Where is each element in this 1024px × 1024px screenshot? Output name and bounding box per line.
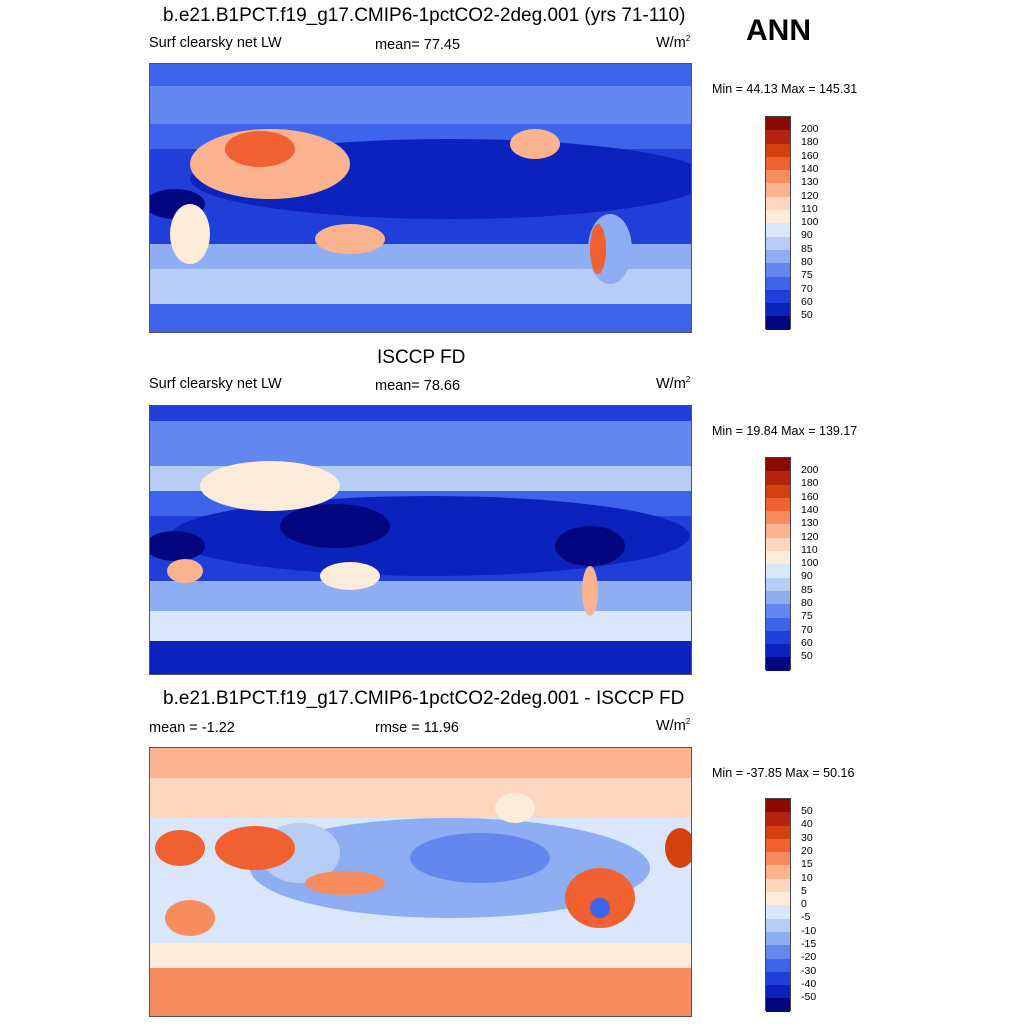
panel2-map-field bbox=[150, 406, 691, 674]
panel3-colorbar-label: -20 bbox=[801, 951, 817, 963]
panel2-colorbar-label: 70 bbox=[801, 624, 813, 636]
panel3-colorbar-label: -30 bbox=[801, 965, 817, 977]
panel1-variable-label: Surf clearsky net LW bbox=[149, 35, 282, 51]
panel1-mean: mean= 77.45 bbox=[375, 37, 461, 53]
panel1-colorbar-label: 110 bbox=[801, 203, 818, 215]
panel1-colorbar-label: 160 bbox=[801, 150, 819, 162]
panel3-colorbar-label: 30 bbox=[801, 832, 813, 844]
panel1-unit: W/m2 bbox=[656, 34, 691, 51]
panel3-map-field bbox=[150, 748, 691, 1016]
panel2-colorbar-label: 90 bbox=[801, 570, 813, 582]
panel3-colorbar-label: 15 bbox=[801, 858, 813, 870]
panel1-colorbar-label: 90 bbox=[801, 229, 813, 241]
panel2-colorbar-label: 75 bbox=[801, 610, 813, 622]
panel3-colorbar-label: -40 bbox=[801, 978, 817, 990]
panel3-map bbox=[149, 747, 692, 1017]
panel1-colorbar-label: 60 bbox=[801, 296, 813, 308]
panel3-rmse: rmse = 11.96 bbox=[375, 720, 459, 736]
panel1-colorbar-label: 70 bbox=[801, 283, 813, 295]
panel1-colorbar bbox=[765, 116, 791, 330]
panel3-colorbar bbox=[765, 798, 791, 1012]
panel2-colorbar bbox=[765, 457, 791, 671]
panel3-colorbar-label: 5 bbox=[801, 885, 807, 897]
panel1-colorbar-label: 140 bbox=[801, 163, 819, 175]
panel3-colorbar-label: 10 bbox=[801, 872, 813, 884]
panel2-variable-label: Surf clearsky net LW bbox=[149, 376, 282, 392]
panel1-colorbar-label: 120 bbox=[801, 190, 819, 202]
panel2-colorbar-label: 140 bbox=[801, 504, 819, 516]
panel2-colorbar-label: 50 bbox=[801, 650, 813, 662]
panel3-colorbar-label: 20 bbox=[801, 845, 813, 857]
panel1-minmax: Min = 44.13 Max = 145.31 bbox=[712, 82, 858, 96]
panel2-unit: W/m2 bbox=[656, 375, 691, 392]
panel1-colorbar-label: 180 bbox=[801, 136, 819, 148]
panel2-colorbar-label: 160 bbox=[801, 491, 819, 503]
panel3-mean: mean = -1.22 bbox=[149, 720, 235, 736]
panel3-unit: W/m2 bbox=[656, 717, 691, 734]
panel2-title: ISCCP FD bbox=[377, 347, 466, 368]
panel3-colorbar-label: 40 bbox=[801, 818, 813, 830]
panel3-colorbar-label: -5 bbox=[801, 911, 811, 923]
panel2-colorbar-label: 130 bbox=[801, 517, 819, 529]
panel2-colorbar-label: 200 bbox=[801, 464, 819, 476]
panel1-colorbar-label: 130 bbox=[801, 176, 819, 188]
panel2-colorbar-label: 100 bbox=[801, 557, 819, 569]
panel1-colorbar-label: 50 bbox=[801, 309, 813, 321]
panel3-colorbar-label: 0 bbox=[801, 898, 807, 910]
panel3-colorbar-label: -50 bbox=[801, 991, 817, 1003]
panel3-colorbar-label: -15 bbox=[801, 938, 817, 950]
panel1-colorbar-label: 80 bbox=[801, 256, 813, 268]
panel3-minmax: Min = -37.85 Max = 50.16 bbox=[712, 766, 855, 780]
panel2-map bbox=[149, 405, 692, 675]
panel1-map-field bbox=[150, 64, 691, 332]
panel2-colorbar-label: 120 bbox=[801, 531, 819, 543]
panel2-colorbar-label: 80 bbox=[801, 597, 813, 609]
panel1-title: b.e21.B1PCT.f19_g17.CMIP6-1pctCO2-2deg.0… bbox=[163, 5, 686, 26]
panel2-minmax: Min = 19.84 Max = 139.17 bbox=[712, 424, 858, 438]
panel1-colorbar-label: 100 bbox=[801, 216, 819, 228]
panel2-colorbar-label: 180 bbox=[801, 477, 819, 489]
panel2-colorbar-label: 110 bbox=[801, 544, 818, 556]
panel2-colorbar-label: 60 bbox=[801, 637, 813, 649]
panel2-mean: mean= 78.66 bbox=[375, 378, 461, 394]
panel3-colorbar-label: 50 bbox=[801, 805, 813, 817]
panel3-colorbar-label: -10 bbox=[801, 925, 817, 937]
panel1-map bbox=[149, 63, 692, 333]
panel1-colorbar-label: 85 bbox=[801, 243, 813, 255]
panel1-colorbar-label: 200 bbox=[801, 123, 819, 135]
panel2-colorbar-label: 85 bbox=[801, 584, 813, 596]
panel1-colorbar-label: 75 bbox=[801, 269, 813, 281]
season-label: ANN bbox=[746, 14, 811, 47]
panel3-title: b.e21.B1PCT.f19_g17.CMIP6-1pctCO2-2deg.0… bbox=[163, 688, 685, 709]
